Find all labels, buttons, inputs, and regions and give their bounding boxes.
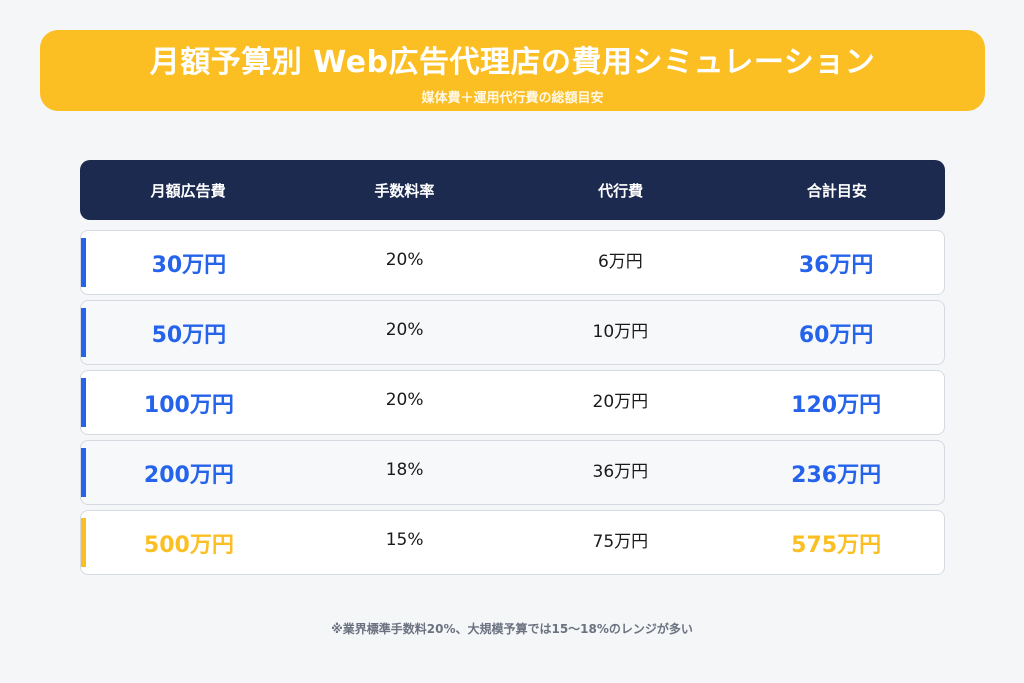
cell-rate: 20% (385, 389, 424, 410)
footnote: ※業界標準手数料20%、大規模予算では15〜18%のレンジが多い (331, 622, 693, 636)
table-row: 200万円 18% 36万円 236万円 (80, 440, 945, 505)
cell-total: 575万円 (791, 532, 882, 558)
table-row: 100万円 20% 20万円 120万円 (80, 370, 945, 435)
page-title: 月額予算別 Web広告代理店の費用シミュレーション (149, 45, 876, 80)
row-accent-bar (81, 378, 86, 427)
cell-rate: 18% (385, 459, 424, 480)
cell-fee: 6万円 (597, 252, 643, 272)
row-accent-bar (81, 308, 86, 357)
column-header-rate: 手数料率 (374, 181, 435, 200)
cell-budget: 50万円 (151, 322, 227, 348)
cell-budget: 30万円 (151, 252, 227, 278)
cell-rate: 20% (385, 319, 424, 340)
cell-rate: 15% (385, 529, 424, 550)
column-header-budget: 月額広告費 (150, 181, 226, 200)
table-row: 50万円 20% 10万円 60万円 (80, 300, 945, 365)
cell-total: 60万円 (798, 322, 874, 348)
table-row: 30万円 20% 6万円 36万円 (80, 230, 945, 295)
cell-fee: 20万円 (592, 392, 649, 412)
cell-budget: 200万円 (143, 462, 234, 488)
table-body: 30万円 20% 6万円 36万円 50万円 20% 10万円 60万円 100万円 20% 20万… (80, 230, 945, 580)
cell-rate: 20% (385, 249, 424, 270)
cell-fee: 10万円 (592, 322, 649, 342)
table-header: 月額広告費 手数料率 代行費 合計目安 (80, 160, 945, 220)
cell-total: 236万円 (791, 462, 882, 488)
row-accent-bar (81, 518, 86, 567)
column-header-fee: 代行費 (598, 181, 644, 200)
table-row: 500万円 15% 75万円 575万円 (80, 510, 945, 575)
row-accent-bar (81, 448, 86, 497)
cell-total: 36万円 (798, 252, 874, 278)
row-accent-bar (81, 238, 86, 287)
title-banner: 月額予算別 Web広告代理店の費用シミュレーション 媒体費＋運用代行費の総額目安 (40, 30, 985, 111)
cell-budget: 500万円 (143, 532, 234, 558)
column-header-total: 合計目安 (806, 181, 867, 200)
cell-budget: 100万円 (143, 392, 234, 418)
cell-fee: 36万円 (592, 462, 649, 482)
page-subtitle: 媒体費＋運用代行費の総額目安 (421, 91, 604, 106)
cell-fee: 75万円 (592, 532, 649, 552)
cell-total: 120万円 (791, 392, 882, 418)
